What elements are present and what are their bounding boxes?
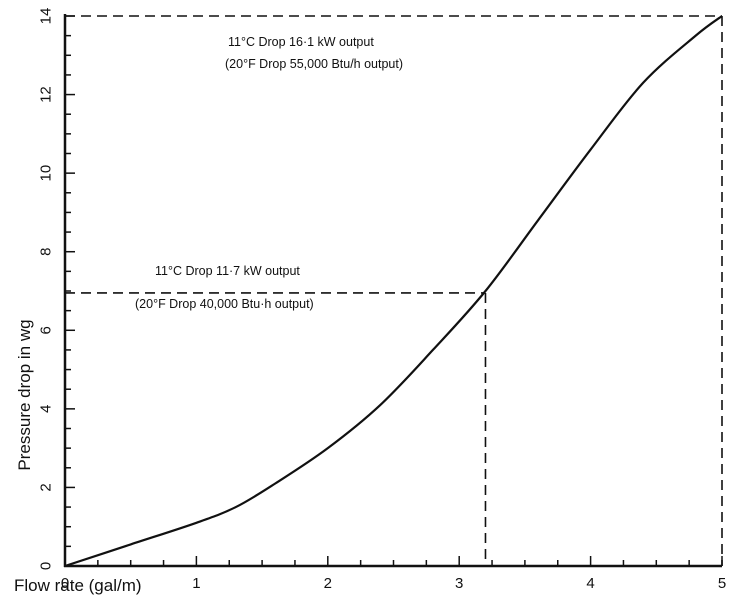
y-tick-label: 10 — [38, 165, 55, 182]
annotation-mid-line1: 11°C Drop 11·7 kW output — [155, 264, 300, 278]
x-tick-label: 2 — [324, 575, 332, 592]
y-tick-label: 6 — [38, 326, 55, 334]
y-tick-label: 2 — [38, 483, 55, 491]
x-tick-label: 0 — [61, 575, 69, 592]
x-tick-label: 5 — [718, 575, 726, 592]
x-tick-label: 3 — [455, 575, 463, 592]
y-axis-label: Pressure drop in wg — [15, 319, 34, 470]
annotation-top-line1: 11°C Drop 16·1 kW output — [228, 35, 374, 49]
y-tick-label: 14 — [38, 8, 55, 25]
x-tick-label: 1 — [192, 575, 200, 592]
y-tick-label: 0 — [38, 562, 55, 570]
axis-ticks — [64, 15, 723, 567]
y-tick-label: 12 — [38, 86, 55, 103]
x-tick-label: 4 — [586, 575, 594, 592]
reference-lines — [65, 15, 723, 566]
series-line — [64, 15, 723, 568]
y-tick-label: 8 — [38, 248, 55, 256]
y-tick-label: 4 — [38, 405, 55, 413]
annotation-mid-line2: (20°F Drop 40,000 Btu·h output) — [135, 297, 314, 311]
x-axis-label: Flow rate (gal/m) — [14, 576, 142, 595]
annotation-top-line2: (20°F Drop 55,000 Btu/h output) — [225, 57, 403, 71]
